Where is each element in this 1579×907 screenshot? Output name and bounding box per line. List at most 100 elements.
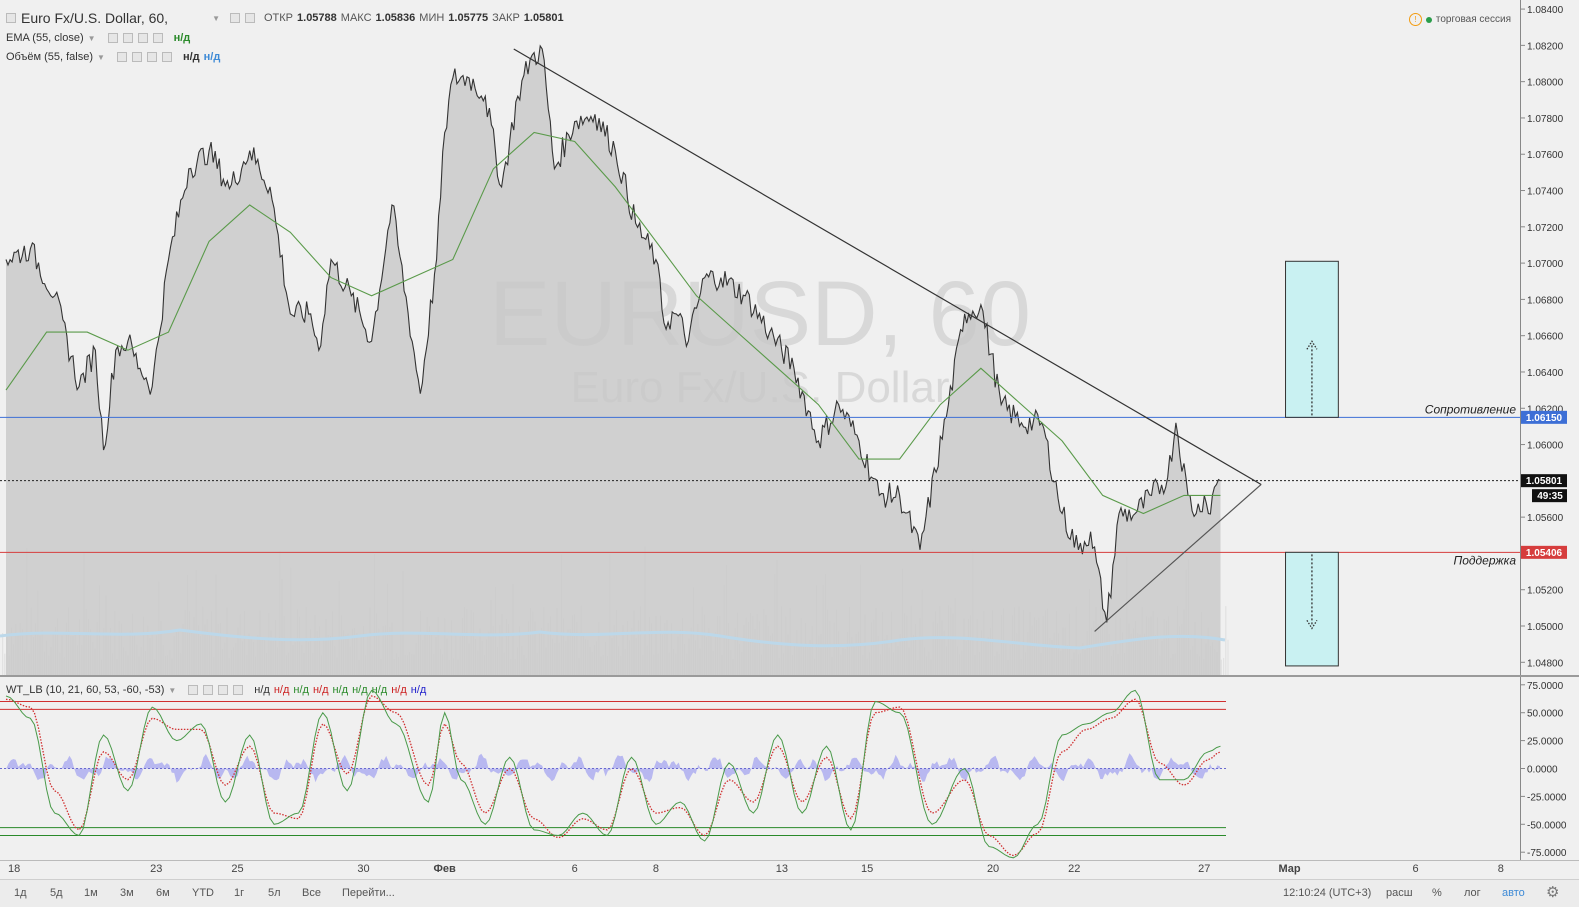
collapse-icon[interactable] (6, 13, 16, 23)
oscillator-label[interactable]: WT_LB (10, 21, 60, 53, -60, -53) (6, 684, 165, 696)
ema-line (5, 131, 1221, 515)
price-tick-label: 1.06800 (1527, 295, 1564, 306)
period-button[interactable]: 3м (120, 887, 134, 899)
period-button[interactable]: 1г (234, 887, 245, 899)
oscillator-value: н/д (410, 684, 427, 696)
close-icon[interactable] (161, 52, 172, 62)
settings-icon[interactable] (203, 685, 214, 695)
period-button[interactable]: 1м (84, 887, 98, 899)
percent-button[interactable]: % (1432, 887, 1442, 899)
warning-icon[interactable]: ! (1408, 13, 1422, 26)
oscillator-chart[interactable]: 75.0000 50.0000 25.0000 0.0000 -25.0000 -50.0… (0, 677, 1579, 860)
bottom-toolbar: 1д 5д 1м 3м 6м YTD 1г 5л Все Перейти... 12:10:24… (0, 879, 1579, 907)
goto-button[interactable]: Перейти... (342, 887, 395, 899)
log-button[interactable]: лог (1464, 887, 1481, 899)
eye-icon[interactable] (116, 52, 127, 62)
osc-tick-label: 25.0000 (1527, 737, 1564, 748)
price-chart[interactable]: EURUSD, 60 Euro Fx/U.S. Dollar Сопротивл… (0, 0, 1579, 675)
high-value: 1.05836 (375, 12, 416, 24)
high-label: МАКС (340, 12, 372, 24)
svg-text:1.05406: 1.05406 (1526, 548, 1563, 559)
ema-legend[interactable]: EMA (55, close) ▼ н/д (6, 32, 190, 44)
osc-tick-label: -50.0000 (1527, 820, 1567, 831)
price-tick-label: 1.06200 (1527, 404, 1564, 415)
session-text: торговая сессия (1435, 14, 1511, 25)
period-button[interactable]: 1д (14, 887, 27, 899)
arrow-down-head-icon (1306, 619, 1318, 630)
eye-icon[interactable] (107, 33, 118, 43)
chevron-down-icon[interactable]: ▼ (212, 13, 220, 23)
open-label: ОТКР (263, 12, 294, 24)
oscillator-value: н/д (293, 684, 309, 696)
price-tick-label: 1.04800 (1527, 658, 1564, 669)
volume-bar (1220, 659, 1222, 675)
chevron-down-icon[interactable]: ▼ (97, 52, 105, 62)
low-value: 1.05775 (448, 12, 489, 24)
oscillator-value: н/д (391, 684, 407, 696)
gear-icon[interactable]: ⚙ (1546, 884, 1560, 901)
eye-icon[interactable] (229, 13, 240, 23)
trendline-upper[interactable] (513, 48, 1262, 485)
price-tick-label: 1.06400 (1527, 368, 1564, 379)
arrow-up-head-icon (1306, 340, 1318, 350)
resistance-price-tag: 1.06150 (1521, 410, 1567, 424)
settings-icon[interactable] (244, 13, 255, 23)
more-icon[interactable] (218, 685, 229, 695)
eye-icon[interactable] (188, 685, 199, 695)
symbol-title[interactable]: Euro Fx/U.S. Dollar, 60, (21, 10, 169, 26)
time-tick-label: 25 (231, 863, 244, 875)
volume-legend[interactable]: Объём (55, false) ▼ н/д н/д (6, 51, 220, 63)
settings-icon[interactable] (131, 52, 142, 62)
time-tick-label: 8 (652, 863, 659, 875)
oscillator-value: н/д (332, 684, 349, 696)
osc-tick-label: -75.0000 (1527, 848, 1567, 859)
settings-icon[interactable] (122, 33, 133, 43)
price-tick-label: 1.08000 (1527, 78, 1564, 89)
oscillator-levels (0, 701, 1226, 836)
chevron-down-icon[interactable]: ▼ (168, 685, 177, 695)
volume-bar (2, 633, 4, 675)
trendline-lower[interactable] (1094, 484, 1262, 632)
close-icon[interactable] (233, 685, 244, 695)
support-price-tag: 1.05406 (1521, 545, 1567, 559)
period-button[interactable]: 5л (268, 887, 281, 899)
resistance-label: Сопротивление (1425, 402, 1517, 416)
time-tick-label: 6 (571, 863, 578, 875)
time-tick-label: Мар (1278, 863, 1301, 875)
volume-ma-line (0, 628, 1226, 650)
more-icon[interactable] (137, 33, 148, 43)
volume-label[interactable]: Объём (55, false) (6, 51, 94, 63)
more-icon[interactable] (146, 52, 157, 62)
oscillator-values: н/д н/д н/д н/д н/д н/д н/д н/д н/д (254, 684, 430, 696)
time-tick-label: 27 (1198, 863, 1211, 875)
period-button[interactable]: YTD (192, 887, 214, 899)
extended-hours-button[interactable]: расш (1386, 887, 1413, 899)
ema-label[interactable]: EMA (55, close) (6, 32, 84, 44)
time-tick-label: 15 (861, 863, 874, 875)
close-icon[interactable] (152, 33, 163, 43)
svg-text:1.05801: 1.05801 (1526, 476, 1563, 487)
time-tick-label: 13 (775, 863, 788, 875)
osc-tick-label: 50.0000 (1527, 709, 1564, 720)
volume-bar (4, 653, 6, 675)
open-value: 1.05788 (297, 12, 337, 24)
pane-divider[interactable] (0, 675, 1579, 677)
period-button[interactable]: Все (302, 887, 321, 899)
period-button[interactable]: 5д (50, 887, 63, 899)
time-tick-label: 8 (1497, 863, 1504, 875)
price-area-fill (6, 45, 1221, 675)
main-legend: Euro Fx/U.S. Dollar, 60, ▼ ОТКР 1.05788 … (6, 10, 564, 26)
volume-value-2: н/д (203, 51, 221, 63)
time-tick-label: 20 (986, 863, 1000, 875)
time-tick-label: Фев (433, 863, 456, 875)
auto-button[interactable]: авто (1502, 887, 1525, 899)
oscillator-legend[interactable]: WT_LB (10, 21, 60, 53, -60, -53) ▼ н/д н/… (6, 684, 430, 696)
period-button[interactable]: 6м (156, 887, 170, 899)
time-tick-label: 18 (7, 863, 21, 875)
session-status[interactable]: ! торговая сессия (1408, 13, 1511, 26)
target-box-down[interactable] (1285, 551, 1339, 667)
svg-text:1.06150: 1.06150 (1526, 413, 1563, 424)
chevron-down-icon[interactable]: ▼ (87, 33, 96, 43)
volume-bar (1227, 639, 1229, 675)
